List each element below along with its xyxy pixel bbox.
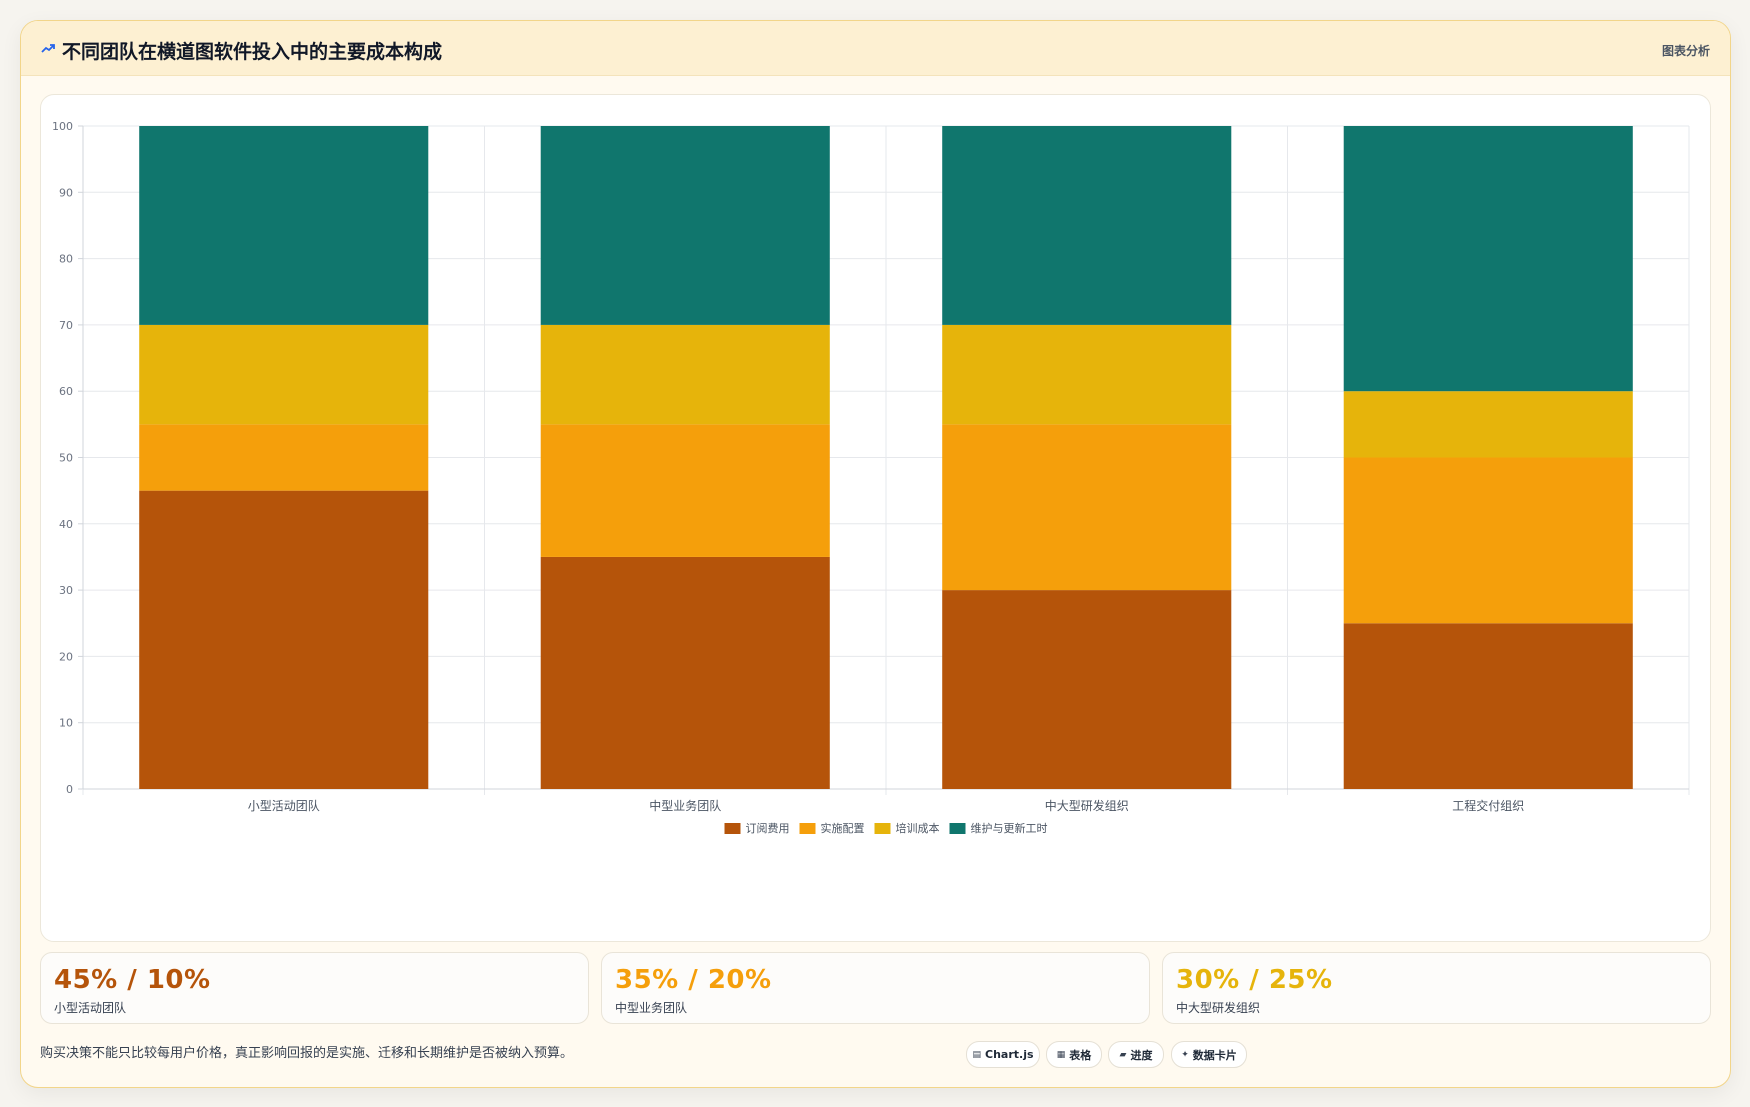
sparkle-icon: ✦ xyxy=(1181,1049,1189,1060)
chip-table[interactable]: ▦ 表格 xyxy=(1046,1041,1102,1068)
legend-swatch xyxy=(724,823,741,834)
legend-label: 培训成本 xyxy=(896,821,940,835)
stat-card-large-org: 30% / 25% 中大型研发组织 xyxy=(1162,952,1711,1024)
stat-value: 35% / 20% xyxy=(615,965,772,995)
x-tick-label: 中大型研发组织 xyxy=(1045,798,1129,813)
chip-chartjs[interactable]: ▤ Chart.js xyxy=(966,1041,1040,1068)
y-tick-label: 20 xyxy=(59,650,73,663)
chart-analysis-link[interactable]: 图表分析 xyxy=(1661,44,1710,58)
stat-card-mid-team: 35% / 20% 中型业务团队 xyxy=(601,952,1150,1024)
progress-icon: ▰ xyxy=(1119,1049,1127,1060)
chart-title: 不同团队在横道图软件投入中的主要成本构成 xyxy=(62,41,443,63)
x-tick-label: 中型业务团队 xyxy=(649,798,721,813)
y-tick-label: 90 xyxy=(59,186,73,199)
chip-label: 表格 xyxy=(1069,1048,1092,1062)
y-tick-label: 70 xyxy=(59,319,73,332)
chip-progress[interactable]: ▰ 进度 xyxy=(1108,1041,1164,1068)
bar-segment xyxy=(1343,391,1633,458)
y-tick-label: 40 xyxy=(59,518,73,531)
chart-panel: 0 10 20 30 40 50 60 70 80 90 100 小型活动团队 中型业务团队 中大型研发组… xyxy=(40,94,1711,942)
bar-segment xyxy=(1343,126,1633,392)
stat-value: 45% / 10% xyxy=(54,965,211,995)
chip-data-card[interactable]: ✦ 数据卡片 xyxy=(1171,1041,1247,1068)
bar-segment xyxy=(942,324,1232,425)
bar-segment xyxy=(942,590,1232,789)
stat-label: 小型活动团队 xyxy=(54,1001,127,1015)
legend-label: 实施配置 xyxy=(821,821,865,835)
chip-label: 进度 xyxy=(1130,1048,1153,1062)
bar-segment xyxy=(139,424,429,491)
bar-segment xyxy=(942,424,1232,591)
stat-label: 中型业务团队 xyxy=(615,1001,688,1015)
legend-label: 维护与更新工时 xyxy=(971,821,1048,835)
y-tick-label: 100 xyxy=(52,120,73,133)
stat-label: 中大型研发组织 xyxy=(1176,1001,1261,1015)
bar-segment xyxy=(139,490,429,789)
legend-label: 订阅费用 xyxy=(746,822,790,835)
x-tick-label: 工程交付组织 xyxy=(1452,798,1524,813)
chart-card: 不同团队在横道图软件投入中的主要成本构成 图表分析 0 10 20 30 40 50 60 7… xyxy=(20,20,1731,1088)
bar-segment xyxy=(540,126,830,325)
bar-segment xyxy=(1343,623,1633,789)
bar-segment xyxy=(139,126,429,325)
chip-label: Chart.js xyxy=(985,1048,1034,1061)
trend-icon xyxy=(41,44,55,53)
card-header: 不同团队在横道图软件投入中的主要成本构成 图表分析 xyxy=(21,21,1730,76)
bar-segment xyxy=(1343,457,1633,624)
x-tick-label: 小型活动团队 xyxy=(248,798,320,813)
bar-segment xyxy=(139,324,429,425)
legend-swatch xyxy=(874,823,891,834)
stat-card-small-team: 45% / 10% 小型活动团队 xyxy=(40,952,589,1024)
y-tick-label: 30 xyxy=(59,584,73,597)
bar-segment xyxy=(540,324,830,425)
y-tick-label: 10 xyxy=(59,717,73,730)
chip-label: 数据卡片 xyxy=(1192,1048,1237,1062)
y-tick-label: 0 xyxy=(66,783,73,796)
legend-swatch xyxy=(799,823,816,834)
y-tick-label: 60 xyxy=(59,385,73,398)
stat-value: 30% / 25% xyxy=(1176,965,1333,995)
stacked-bar-chart: 0 10 20 30 40 50 60 70 80 90 100 小型活动团队 中型业务团队 中大型研发组… xyxy=(52,120,1690,835)
bar-segment xyxy=(540,556,830,789)
footer-note: 购买决策不能只比较每用户价格，真正影响回报的是实施、迁移和长期维护是否被纳入预算… xyxy=(40,1046,574,1061)
y-tick-label: 50 xyxy=(59,452,73,465)
legend-swatch xyxy=(949,823,966,834)
bar-segment xyxy=(942,126,1232,325)
table-icon: ▦ xyxy=(1056,1049,1066,1060)
y-tick-label: 80 xyxy=(59,253,73,266)
bar-segment xyxy=(540,424,830,557)
chart-icon: ▤ xyxy=(972,1049,981,1060)
